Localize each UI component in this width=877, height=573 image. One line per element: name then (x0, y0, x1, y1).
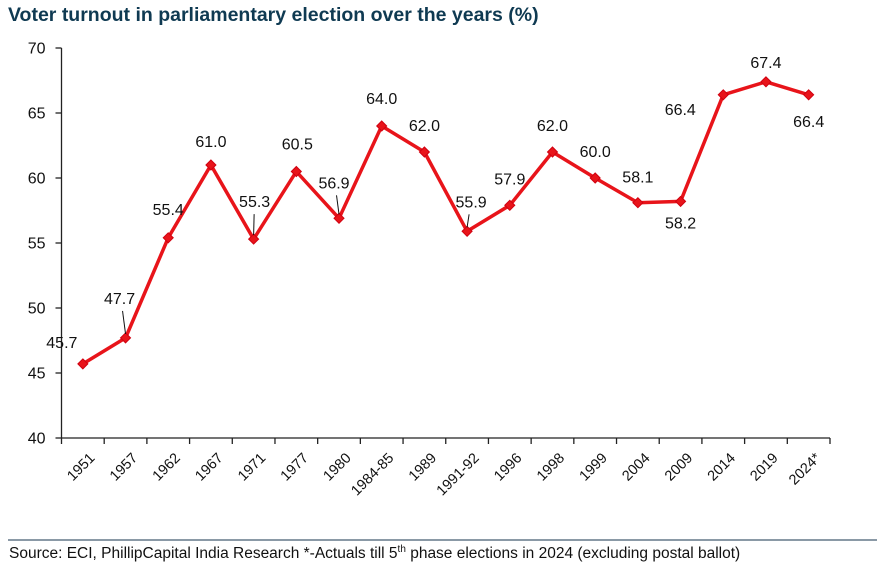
y-tick-label: 65 (28, 106, 46, 123)
x-tick-label: 1999 (577, 450, 611, 484)
data-label: 67.4 (750, 55, 781, 72)
x-tick-label: 1957 (107, 450, 141, 484)
data-label: 66.4 (793, 114, 824, 131)
data-point-marker (119, 332, 132, 344)
x-tick-label: 1951 (64, 450, 98, 484)
data-point-marker (546, 146, 559, 158)
x-tick-label: 1984-85 (348, 450, 397, 499)
data-label: 56.9 (318, 175, 349, 192)
chart-title: Voter turnout in parliamentary election … (8, 4, 539, 26)
label-leader-line (122, 310, 127, 334)
y-tick-label: 70 (28, 41, 46, 58)
label-leader-line (253, 214, 255, 236)
data-label: 60.5 (282, 137, 313, 154)
y-tick-label: 40 (28, 431, 46, 448)
y-tick-label: 45 (28, 366, 46, 383)
label-leader-line (466, 214, 470, 228)
data-label: 57.9 (494, 171, 525, 188)
x-tick-label: 1996 (491, 450, 525, 484)
data-label: 60.0 (580, 144, 611, 161)
label-leader-line (336, 195, 340, 215)
series-line (81, 80, 810, 366)
data-point-marker (504, 199, 516, 212)
x-tick-label: 1971 (235, 450, 269, 484)
data-label: 45.7 (46, 335, 77, 352)
data-point-marker (760, 76, 772, 88)
data-label: 47.7 (104, 291, 135, 308)
data-point-marker (461, 225, 473, 238)
data-label: 61.0 (195, 134, 226, 151)
x-tick-label: 2019 (747, 450, 781, 484)
x-tick-label: 2009 (662, 450, 696, 484)
source-text-end: phase elections in 2024 (excluding posta… (405, 545, 741, 563)
x-tick-label: 1962 (150, 450, 184, 484)
data-label: 55.9 (456, 194, 487, 211)
data-label: 55.4 (153, 202, 184, 219)
y-tick-label: 50 (28, 301, 46, 318)
data-label: 64.0 (366, 91, 397, 108)
x-tick-label: 2024* (786, 450, 824, 488)
data-point-marker (77, 358, 89, 370)
data-point-marker (205, 159, 217, 171)
footer-divider (8, 539, 877, 541)
x-tick-label: 1991-92 (434, 450, 483, 499)
x-tick-label: 1980 (320, 450, 354, 484)
data-label: 58.1 (622, 170, 653, 187)
data-point-marker (290, 165, 303, 178)
data-point-marker (632, 196, 644, 209)
source-superscript: th (397, 544, 406, 555)
data-label: 55.3 (239, 194, 270, 211)
x-tick-label: 2014 (705, 450, 739, 484)
data-point-marker (589, 172, 601, 184)
data-point-marker (247, 233, 260, 245)
data-label: 66.4 (665, 102, 696, 119)
x-tick-label: 1977 (278, 450, 312, 484)
data-point-marker (674, 195, 687, 208)
data-point-marker (333, 212, 345, 225)
x-tick-label: 1998 (534, 450, 568, 484)
data-point-marker (376, 120, 388, 132)
source-note: Source: ECI, PhillipCapital India Resear… (9, 544, 740, 563)
x-tick-label: 2004 (619, 450, 653, 484)
y-tick-label: 60 (28, 171, 46, 188)
data-point-marker (418, 146, 431, 158)
data-label: 62.0 (537, 118, 568, 135)
source-text: Source: ECI, PhillipCapital India Resear… (9, 545, 398, 563)
data-point-marker (717, 89, 729, 101)
data-label: 62.0 (409, 118, 440, 135)
data-label: 58.2 (665, 215, 696, 232)
data-point-marker (802, 89, 815, 101)
y-tick-label: 55 (28, 236, 46, 253)
data-point-marker (162, 232, 174, 244)
x-tick-label: 1967 (192, 450, 226, 484)
x-tick-label: 1989 (406, 450, 440, 484)
